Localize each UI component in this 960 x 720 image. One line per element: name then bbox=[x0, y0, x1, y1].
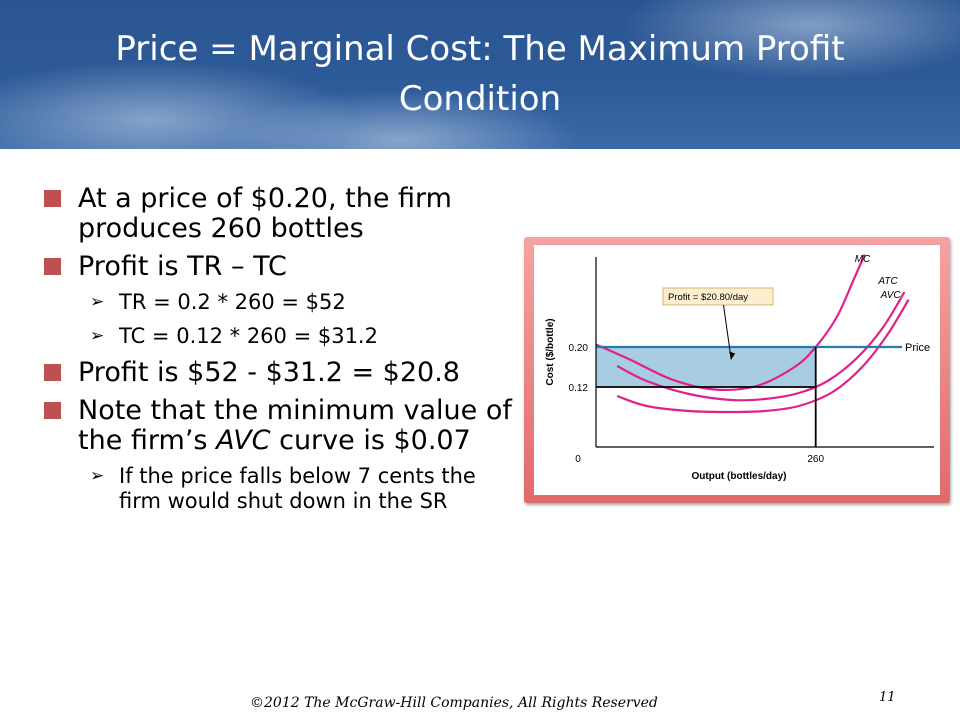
profit-arrow-head bbox=[729, 351, 736, 360]
profit-area bbox=[596, 347, 816, 387]
chart-frame: Price 0.12 0.20 0 260 Output (bottles/day) Cos… bbox=[524, 237, 950, 503]
sub-bullet-item: ➢ TC = 0.12 * 260 = $31.2 bbox=[44, 324, 524, 349]
arrow-bullet-icon: ➢ bbox=[90, 466, 105, 486]
bullet-square-icon bbox=[44, 190, 61, 207]
bullet-text-post: curve is $0.07 bbox=[270, 425, 471, 456]
bullet-item: At a price of $0.20, the firm produces 2… bbox=[44, 184, 524, 244]
sub-bullet-item: ➢ If the price falls below 7 cents the f… bbox=[44, 464, 524, 514]
bullet-text-avc: AVC bbox=[216, 425, 271, 456]
atc-curve bbox=[616, 291, 906, 402]
arrow-bullet-icon: ➢ bbox=[90, 326, 105, 346]
avc-label: AVC bbox=[880, 290, 902, 301]
profit-annotation: Profit = $20.80/day bbox=[668, 292, 748, 303]
slide-header: Price = Marginal Cost: The Maximum Profi… bbox=[0, 0, 960, 149]
profit-arrow-line bbox=[723, 304, 732, 360]
bullet-list: At a price of $0.20, the firm produces 2… bbox=[44, 184, 524, 523]
y-axis-label: Cost ($/bottle) bbox=[545, 318, 556, 385]
bullet-square-icon bbox=[44, 258, 61, 275]
slide-title: Price = Marginal Cost: The Maximum Profi… bbox=[0, 24, 960, 124]
bullet-text: Profit is $52 - $31.2 = $20.8 bbox=[78, 357, 460, 388]
bullet-item: Profit is $52 - $31.2 = $20.8 bbox=[44, 358, 524, 388]
y-tick-label: 0.12 bbox=[569, 383, 589, 394]
mc-curve bbox=[595, 254, 866, 392]
chart-panel: Price 0.12 0.20 0 260 Output (bottles/day) Cos… bbox=[534, 245, 940, 495]
bullet-item: Profit is TR – TC bbox=[44, 252, 524, 282]
cost-curves-chart: Price 0.12 0.20 0 260 Output (bottles/day) Cos… bbox=[545, 254, 934, 482]
bullet-square-icon bbox=[44, 364, 61, 381]
avc-curve bbox=[616, 298, 910, 414]
bullet-text-pre: Note that the minimum value of the firm’… bbox=[78, 395, 512, 456]
x-tick-label: 0 bbox=[575, 454, 581, 465]
x-tick-label: 260 bbox=[807, 454, 824, 465]
mc-label: MC bbox=[855, 254, 871, 265]
sub-bullet-item: ➢ TR = 0.2 * 260 = $52 bbox=[44, 290, 524, 315]
profit-annotation-box bbox=[662, 287, 774, 306]
sub-bullet-text: If the price falls below 7 cents the fir… bbox=[119, 464, 476, 513]
sub-bullet-text: TR = 0.2 * 260 = $52 bbox=[119, 290, 346, 314]
copyright-footer: ©2012 The McGraw-Hill Companies, All Rig… bbox=[250, 695, 658, 711]
title-line-2: Condition bbox=[398, 79, 562, 119]
bullet-text: Profit is TR – TC bbox=[78, 251, 287, 282]
title-line-1: Price = Marginal Cost: The Maximum Profi… bbox=[115, 29, 845, 69]
x-axis-label: Output (bottles/day) bbox=[692, 471, 787, 482]
price-label: Price bbox=[905, 342, 930, 354]
atc-label: ATC bbox=[877, 276, 898, 287]
arrow-bullet-icon: ➢ bbox=[90, 292, 105, 312]
sub-bullet-text: TC = 0.12 * 260 = $31.2 bbox=[119, 324, 378, 348]
bullet-square-icon bbox=[44, 402, 61, 419]
y-tick-label: 0.20 bbox=[569, 343, 589, 354]
page-number: 11 bbox=[879, 690, 896, 705]
bullet-text: At a price of $0.20, the firm produces 2… bbox=[78, 183, 452, 244]
bullet-item: Note that the minimum value of the firm’… bbox=[44, 396, 524, 456]
